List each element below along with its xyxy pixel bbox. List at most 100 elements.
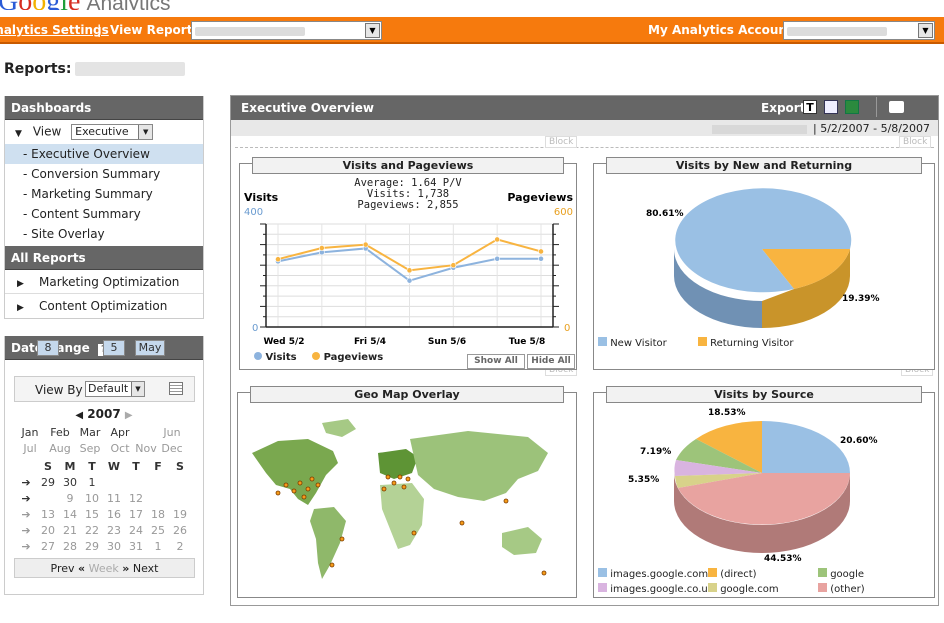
widget-title[interactable]: Geo Map Overlay — [250, 386, 564, 403]
city-marker[interactable] — [385, 474, 391, 480]
widget-title[interactable]: Visits and Pageviews — [252, 157, 564, 174]
arrow-right-icon[interactable]: ➔ — [21, 523, 31, 537]
data-point-pageviews[interactable] — [318, 245, 325, 251]
view-reports-select[interactable]: ▼ — [191, 21, 382, 40]
data-point-visits[interactable] — [538, 255, 544, 262]
data-point-pageviews[interactable] — [450, 262, 457, 269]
double-chevron-left-icon[interactable]: « — [78, 562, 86, 575]
day-cell[interactable]: 23 — [107, 523, 121, 537]
day-cell[interactable]: 26 — [173, 523, 187, 537]
text-export-icon[interactable]: T — [803, 100, 817, 114]
sidebar-item-executive-overview[interactable]: - Executive Overview — [5, 144, 203, 164]
pie-slice-returning[interactable] — [762, 249, 850, 289]
double-chevron-right-icon[interactable]: » — [122, 562, 130, 575]
city-marker[interactable] — [305, 486, 311, 492]
dashboards-header[interactable]: Dashboards — [5, 96, 203, 120]
month-dec[interactable]: Dec — [161, 441, 183, 455]
day-cell[interactable]: 12 — [129, 491, 143, 505]
day-cell[interactable]: 31 — [129, 539, 143, 553]
day-cell[interactable]: 17 — [129, 507, 143, 521]
prev-link[interactable]: Prev — [50, 562, 75, 575]
city-marker[interactable] — [339, 536, 345, 542]
report-group-content[interactable]: ▶ Content Optimization — [5, 294, 203, 318]
city-marker[interactable] — [315, 482, 321, 488]
city-marker[interactable] — [391, 480, 397, 486]
pie-slice-images-google-com[interactable] — [762, 421, 850, 473]
day-cell[interactable]: 28 — [63, 539, 77, 553]
data-point-visits[interactable] — [406, 277, 413, 284]
day-cell[interactable]: 24 — [129, 523, 143, 537]
month-sep[interactable]: Sep — [79, 441, 101, 455]
city-marker[interactable] — [291, 488, 297, 494]
show-all-button[interactable]: Show All — [467, 354, 525, 369]
xml-export-icon[interactable] — [824, 100, 838, 114]
pie-slice-other[interactable] — [678, 473, 850, 525]
data-point-pageviews[interactable] — [494, 236, 501, 243]
pie-slice-direct[interactable] — [696, 421, 762, 473]
world-map[interactable] — [238, 393, 578, 599]
city-marker[interactable] — [301, 494, 307, 500]
day-cell[interactable]: 22 — [85, 523, 99, 537]
pie-slice-new[interactable] — [675, 188, 852, 293]
city-marker[interactable] — [397, 474, 403, 480]
block-tag[interactable]: Block — [899, 136, 932, 148]
month-apr[interactable]: Apr — [110, 425, 130, 439]
hide-all-button[interactable]: Hide All — [527, 354, 575, 369]
day-cell[interactable]: 21 — [63, 523, 77, 537]
widget-title[interactable]: Visits by Source — [606, 386, 922, 403]
widget-title[interactable]: Visits by New and Returning — [606, 157, 922, 174]
day-cell[interactable]: 29 — [41, 475, 55, 489]
arrow-right-icon[interactable]: ➔ — [21, 491, 31, 505]
month-feb[interactable]: Feb — [50, 425, 70, 439]
city-marker[interactable] — [275, 490, 281, 496]
day-cell[interactable]: 9 — [66, 491, 74, 505]
city-marker[interactable] — [329, 562, 335, 568]
all-reports-header[interactable]: All Reports — [5, 246, 203, 270]
city-marker[interactable] — [411, 530, 417, 536]
view-select[interactable]: Executive ▼ — [71, 124, 154, 140]
day-cell[interactable]: 13 — [41, 507, 55, 521]
city-marker[interactable] — [309, 476, 315, 482]
day-cell[interactable]: 8 — [37, 340, 59, 356]
arrow-right-icon[interactable]: ➔ — [21, 507, 31, 521]
month-aug[interactable]: Aug — [49, 441, 71, 455]
sidebar-item-content-summary[interactable]: - Content Summary — [23, 207, 141, 221]
day-cell[interactable]: 15 — [85, 507, 99, 521]
month-mar[interactable]: Mar — [79, 425, 101, 439]
city-marker[interactable] — [541, 570, 547, 576]
sidebar-item-marketing-summary[interactable]: - Marketing Summary — [23, 187, 153, 201]
next-link[interactable]: Next — [132, 562, 159, 575]
triangle-left-icon[interactable]: ◀ — [75, 410, 84, 421]
day-cell[interactable]: 16 — [107, 507, 121, 521]
day-cell[interactable]: 14 — [63, 507, 77, 521]
block-tag[interactable]: Block — [545, 136, 578, 148]
pie-slice-images-google-co-u[interactable] — [674, 460, 762, 476]
pie-slice-google-com[interactable] — [675, 473, 762, 488]
day-cell[interactable]: 25 — [151, 523, 165, 537]
day-cell[interactable]: 1 — [88, 475, 96, 489]
data-point-visits[interactable] — [494, 255, 501, 262]
month-may[interactable]: May — [135, 340, 165, 356]
excel-export-icon[interactable] — [845, 100, 859, 114]
view-by-select[interactable]: Default ▼ — [85, 381, 145, 397]
city-marker[interactable] — [459, 520, 465, 526]
print-icon[interactable] — [889, 101, 904, 113]
day-cell[interactable]: 18 — [151, 507, 165, 521]
day-cell[interactable]: 29 — [85, 539, 99, 553]
legend-visits-label[interactable]: Visits — [265, 352, 297, 363]
city-marker[interactable] — [405, 476, 411, 482]
day-cell[interactable]: 20 — [41, 523, 55, 537]
calendar-icon[interactable] — [169, 382, 183, 395]
arrow-right-icon[interactable]: ➔ — [21, 475, 31, 489]
arrow-right-icon[interactable]: ➔ — [21, 539, 31, 553]
city-marker[interactable] — [283, 482, 289, 488]
day-cell[interactable]: 27 — [41, 539, 55, 553]
month-jan[interactable]: Jan — [21, 425, 39, 439]
data-point-pageviews[interactable] — [362, 241, 369, 248]
day-cell[interactable]: 19 — [173, 507, 187, 521]
month-nov[interactable]: Nov — [135, 441, 157, 455]
city-marker[interactable] — [297, 480, 303, 486]
data-point-pageviews[interactable] — [538, 248, 544, 255]
day-cell[interactable]: 1 — [154, 539, 162, 553]
pie-slice-google[interactable] — [676, 439, 762, 473]
